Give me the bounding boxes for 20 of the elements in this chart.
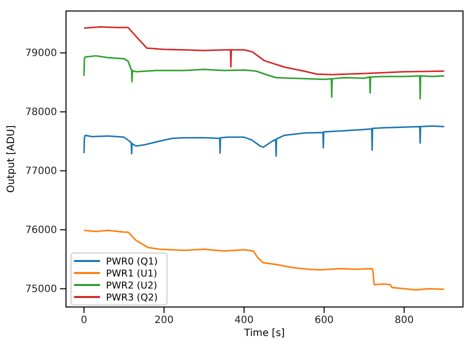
line-series [83,125,445,157]
x-tick-label: 800 [394,315,414,326]
line-series [83,55,445,100]
y-tick-label: 76000 [25,224,57,236]
line-series [83,26,445,76]
y-tick-label: 78000 [25,107,57,118]
x-tick-label: 0 [80,315,88,326]
y-tick-label: 77000 [25,166,57,177]
y-tick-label: 79000 [25,48,57,60]
x-tick-label: 400 [234,315,254,326]
y-tick-label: 75000 [25,284,57,295]
x-tick-label: 200 [154,315,174,326]
legend-label: PWR0 (Q1) [106,256,158,268]
x-axis-title: Time [s] [243,328,285,339]
legend-label: PWR2 (U2) [106,280,158,292]
x-tick-label: 600 [314,315,334,326]
legend-label: PWR3 (Q2) [106,292,158,304]
line-series [83,230,445,291]
legend-label: PWR1 (U1) [106,268,158,280]
y-axis-title: Output [ADU] [6,125,17,193]
